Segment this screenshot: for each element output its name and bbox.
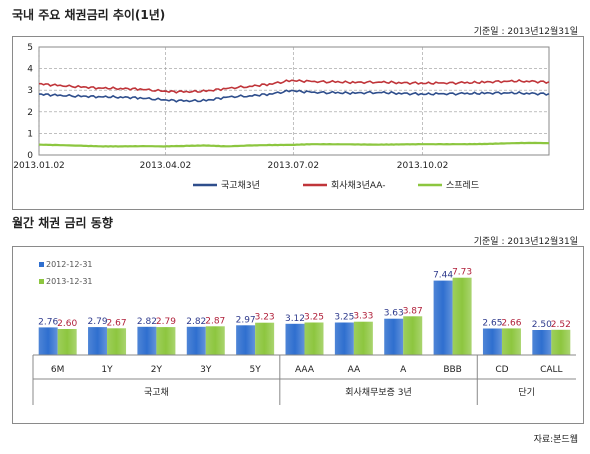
bar-2013 [452,277,472,355]
group-label: 단기 [518,387,535,398]
bar-2012 [532,330,552,355]
y-tick-label: 4 [27,65,33,75]
category-label: AA [348,365,361,375]
bar-2012 [433,280,453,355]
data-label-2013: 2.67 [107,318,127,328]
y-tick-label: 0 [27,151,33,161]
group-label: 회사채무보증 3년 [345,387,412,398]
group-label: 국고채 [144,387,169,398]
bar-2012 [384,318,404,355]
bar-chart-date: 기준일 : 2013년12월31일 [473,237,578,247]
category-label: 1Y [101,365,113,375]
bar-2013 [57,329,77,355]
data-label-2013: 3.23 [255,313,275,323]
data-label-2013: 3.25 [304,313,324,323]
legend-swatch [39,279,44,284]
series-line-1 [39,78,550,94]
bar-2012 [334,322,354,355]
data-label-2013: 2.79 [156,317,176,327]
category-label: 5Y [250,365,262,375]
bar-2012 [137,326,157,355]
data-label-2013: 2.66 [501,318,521,328]
data-label-2013: 2.52 [551,320,571,330]
x-tick-label: 2013.07.02 [268,161,320,171]
data-label-2012: 2.76 [38,317,58,327]
line-chart-panel: 0 1 2 3 4 5 2013.01.02 2013.04.02 2013.07.02 2013… [12,36,584,210]
data-label-2012: 2.79 [88,317,108,327]
bar-2012 [285,323,305,355]
bar-2013 [304,322,324,355]
bar-2012 [88,327,108,355]
bar-2013 [107,328,127,355]
y-tick-label: 1 [27,129,33,139]
source-note: 자료:본드웹 [533,435,578,445]
y-tick-label: 5 [27,43,33,53]
bar-2013 [403,316,423,355]
data-label-2012: 2.50 [532,320,552,330]
legend-label: 회사채3년AA- [331,180,385,191]
legend-swatch [39,262,44,267]
line-chart-date: 기준일 : 2013년12월31일 [473,27,578,37]
data-label-2012: 2.82 [137,317,157,327]
series-line-0 [38,89,550,103]
category-label: CALL [540,365,562,375]
category-label: AAA [295,365,315,375]
category-label: 6M [51,365,65,375]
legend-label: 2012-12-31 [46,260,93,269]
legend-label: 2013-12-31 [46,277,93,286]
data-label-2013: 3.33 [353,312,373,322]
bar-2013 [156,327,176,355]
bar-2012 [482,328,502,355]
bar-chart-title: 월간 채권 금리 동향 [12,216,113,230]
legend-label: 국고채3년 [221,180,260,191]
bar-chart-panel: 2012-12-31 2013-12-31 2.76 2.60 6M 2.79 2.67 1Y… [12,246,584,424]
category-label: BBB [443,365,462,375]
data-label-2013: 2.87 [205,316,225,326]
category-label: 2Y [151,365,163,375]
bar-2012 [186,326,206,355]
bar-2013 [501,328,521,355]
data-label-2013: 3.87 [403,306,423,316]
bar-chart: 2012-12-312013-12-312.762.606M2.792.671Y… [32,260,576,405]
y-tick-label: 2 [27,108,33,118]
bar-2012 [38,327,58,355]
data-label-2013: 2.60 [57,319,77,329]
x-tick-label: 2013.04.02 [140,161,192,171]
data-label-2013: 7.73 [452,268,472,278]
bar-2012 [236,325,256,355]
line-chart-title: 국내 주요 채권금리 추이(1년) [12,8,166,22]
line-chart: 0 1 2 3 4 5 2013.01.02 2013.04.02 2013.07.02 2013… [13,43,550,191]
x-tick-label: 2013.01.02 [13,161,65,171]
bar-2013 [551,329,571,355]
x-tick-label: 2013.10.02 [397,161,449,171]
data-label-2012: 3.25 [334,313,354,323]
plot-area [38,46,550,156]
data-label-2012: 2.65 [482,319,502,329]
category-label: 3Y [200,365,212,375]
bar-2013 [353,321,373,355]
bar-2013 [255,322,275,355]
series-line-2 [38,141,550,148]
legend-label: 스프레드 [446,180,479,191]
y-tick-label: 3 [27,86,33,96]
data-label-2012: 3.63 [384,309,404,319]
data-label-2012: 7.44 [433,271,453,281]
data-label-2012: 2.82 [186,317,206,327]
category-label: A [400,365,407,375]
bar-2013 [205,326,225,355]
data-label-2012: 2.97 [236,315,256,325]
data-label-2012: 3.12 [285,314,305,324]
category-label: CD [495,365,508,375]
